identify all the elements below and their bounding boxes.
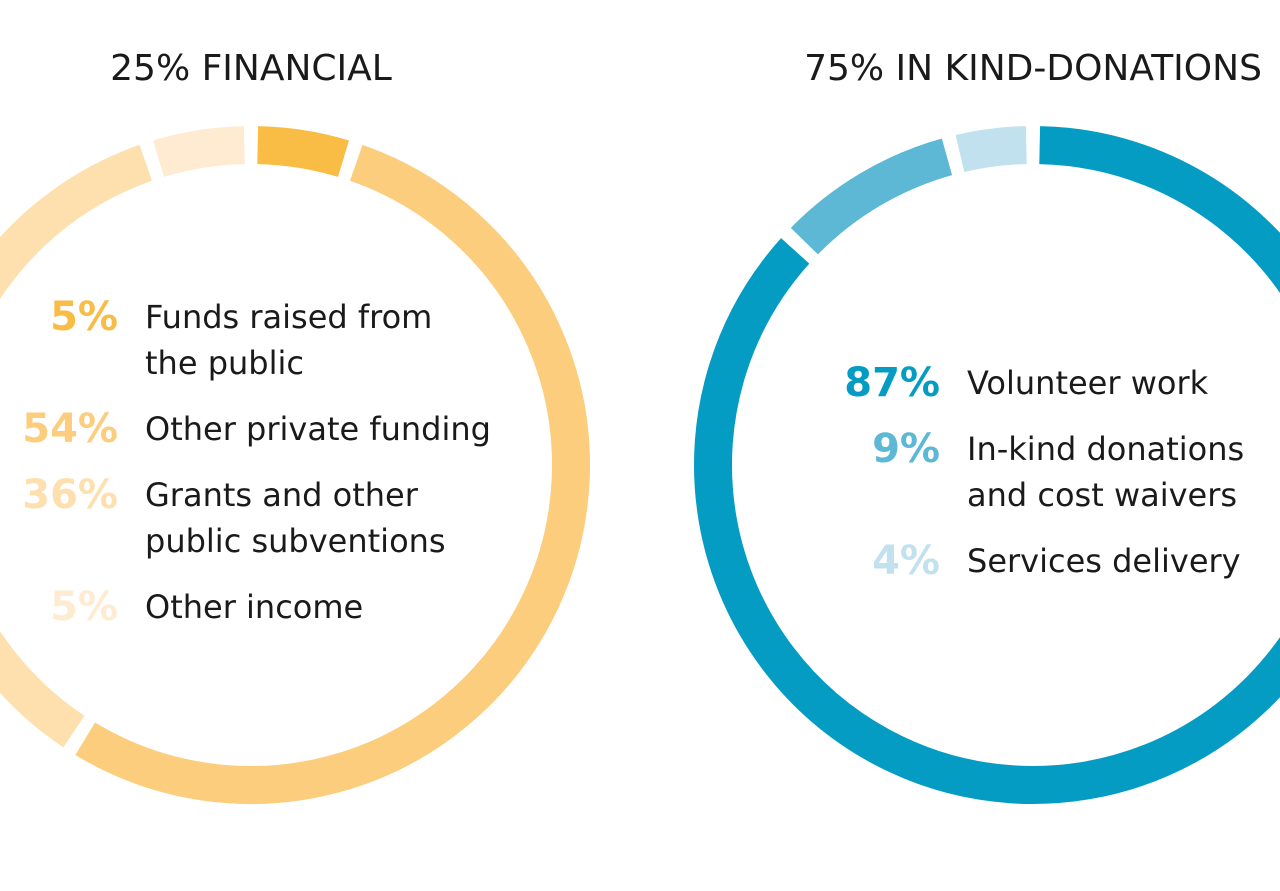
slice-grants-and-other-public-subventions: [0, 144, 153, 748]
legend-label-other-private-funding: Other private funding: [145, 410, 491, 448]
value-label-other-private-funding: 54%: [22, 406, 118, 452]
legend-label-services-delivery: Services delivery: [967, 542, 1241, 580]
value-label-volunteer-work: 87%: [844, 360, 940, 406]
chart-title: 25% FINANCIAL: [110, 48, 392, 89]
legend-label-grants-and-other-public-subventions-line-2: public subventions: [145, 522, 446, 560]
legend-label-in-kind-donations-and-cost-waivers-line-2: and cost waivers: [967, 476, 1237, 514]
chart-title: 75% IN KIND-DONATIONS: [804, 48, 1262, 89]
slice-services-delivery: [955, 126, 1028, 173]
slice-other-income: [153, 126, 246, 177]
slice-in-kind-donations-and-cost-waivers: [790, 138, 953, 255]
legend-label-funds-raised-from-the-public-line-2: the public: [145, 344, 304, 382]
slice-volunteer-work: [694, 126, 1280, 804]
in-kind-donut-chart: 75% IN KIND-DONATIONS 87% Volunteer work 9…: [694, 48, 1280, 804]
slice-other-private-funding: [75, 144, 590, 804]
legend-label-funds-raised-from-the-public-line-1: Funds raised from: [145, 298, 432, 336]
legend-label-volunteer-work: Volunteer work: [967, 364, 1209, 402]
legend-label-grants-and-other-public-subventions-line-1: Grants and other: [145, 476, 419, 514]
value-label-other-income: 5%: [50, 584, 118, 630]
value-label-funds-raised-from-the-public: 5%: [50, 294, 118, 340]
financial-donut-chart: 25% FINANCIAL 5% Funds raised from the pub…: [0, 48, 590, 804]
value-label-grants-and-other-public-subventions: 36%: [22, 472, 118, 518]
value-label-in-kind-donations-and-cost-waivers: 9%: [872, 426, 940, 472]
value-label-services-delivery: 4%: [872, 538, 940, 584]
legend-label-other-income: Other income: [145, 588, 363, 626]
legend-label-in-kind-donations-and-cost-waivers-line-1: In-kind donations: [967, 430, 1244, 468]
slice-funds-raised-from-the-public: [256, 126, 349, 177]
